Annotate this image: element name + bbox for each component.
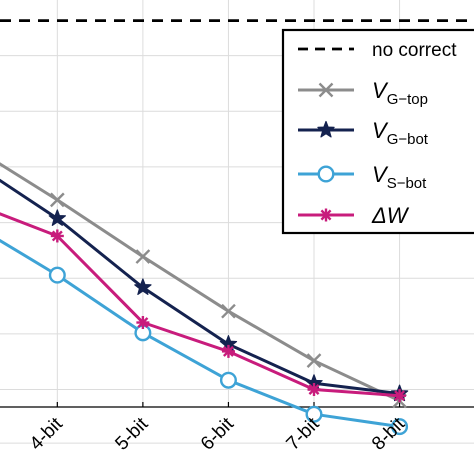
series-line — [0, 238, 400, 429]
circle-marker — [317, 165, 335, 183]
legend-entry: no correct — [298, 40, 457, 61]
star-marker — [48, 209, 67, 226]
series-line — [0, 162, 401, 403]
x-tick-label: 5-bit — [111, 413, 152, 454]
circle-marker — [219, 371, 237, 389]
x-tick-label: 4-bit — [26, 413, 67, 454]
x-marker — [135, 249, 151, 264]
legend-label-subscript: S−bot — [387, 175, 427, 192]
x-tick-label: 6-bit — [197, 413, 238, 454]
asterisk-marker — [136, 316, 150, 330]
star-marker — [317, 120, 335, 138]
legend-label-subscript: G−bot — [387, 131, 429, 148]
asterisk-marker — [307, 383, 321, 397]
asterisk-marker — [319, 208, 333, 222]
circle-marker — [391, 418, 409, 436]
x-marker — [306, 353, 322, 369]
series-line — [0, 212, 400, 398]
series-layer — [0, 162, 409, 436]
asterisk-marker — [393, 389, 407, 403]
legend-label: no correct — [372, 40, 457, 61]
x-marker — [221, 303, 236, 319]
x-marker — [318, 82, 334, 98]
star-marker — [134, 278, 152, 295]
legend-label: ΔW — [371, 203, 410, 228]
series-3 — [0, 212, 407, 403]
circle-marker — [305, 405, 323, 423]
legend-entry: ΔW — [298, 203, 410, 228]
series-line — [0, 178, 400, 396]
legend-label-subscript: G−top — [387, 91, 428, 108]
asterisk-marker — [221, 344, 235, 358]
circle-marker — [48, 266, 66, 284]
x-marker — [49, 192, 65, 208]
asterisk-marker — [50, 229, 64, 243]
